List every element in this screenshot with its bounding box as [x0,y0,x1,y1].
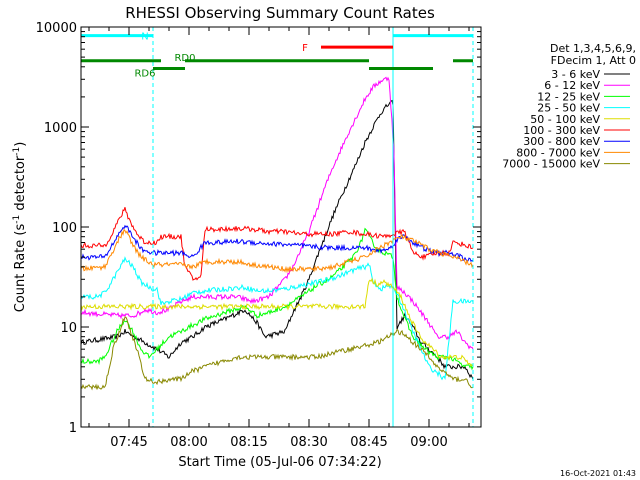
timestamp: 16-Oct-2021 01:43 [560,469,636,478]
legend-label-7: 800 - 7000 keV [516,146,600,159]
series-line-0 [80,99,474,380]
legend-label-2: 12 - 25 keV [537,90,600,103]
legend-label-4: 50 - 100 keV [530,113,600,126]
legend-label-6: 300 - 800 keV [523,135,600,148]
y-tick-label-1: 10 [60,321,77,336]
plot-area: N F RD0 RD6 1 10 100 1000 10000 07:45 08:00 08:15 08… [36,21,482,450]
legend: Det 1,3,4,5,6,9, FDecim 1, Att 0 3 - 6 k… [502,42,636,171]
legend-label-1: 6 - 12 keV [544,79,600,92]
state-label-2: RD0 [174,53,195,64]
y-tick-label-3: 1000 [44,121,77,136]
series-line-7 [80,228,474,274]
chart-title: RHESSI Observing Summary Count Rates [125,4,435,22]
state-label-3: RD6 [134,69,155,80]
y-tick-label-0: 1 [69,421,77,436]
legend-header-line-1: Det 1,3,4,5,6,9, [550,42,636,55]
y-tick-label-2: 100 [52,221,77,236]
x-tick-label-1: 08:00 [170,435,207,450]
series-line-1 [80,76,474,350]
y-axis-label: Count Rate (s-1 detector-1) [12,142,28,313]
series-line-8 [80,316,474,391]
x-tick-label-0: 07:45 [110,435,147,450]
x-tick-label-2: 08:15 [230,435,267,450]
state-label-1: F [302,43,308,54]
plot-frame [80,26,482,428]
series-line-2 [80,227,474,371]
legend-header-line-2: FDecim 1, Att 0 [551,54,636,67]
x-tick-label-3: 08:30 [290,435,327,450]
series-line-3 [80,256,474,381]
series-line-4 [80,277,474,368]
legend-label-3: 25 - 50 keV [537,102,600,115]
legend-label-5: 100 - 300 keV [523,124,600,137]
x-tick-label-5: 09:00 [410,435,447,450]
legend-label-8: 7000 - 15000 keV [502,158,600,171]
y-tick-label-4: 10000 [36,21,77,36]
state-label-0: N [141,32,148,43]
legend-label-0: 3 - 6 keV [551,68,600,81]
x-tick-label-4: 08:45 [350,435,387,450]
x-axis-label: Start Time (05-Jul-06 07:34:22) [178,455,381,470]
